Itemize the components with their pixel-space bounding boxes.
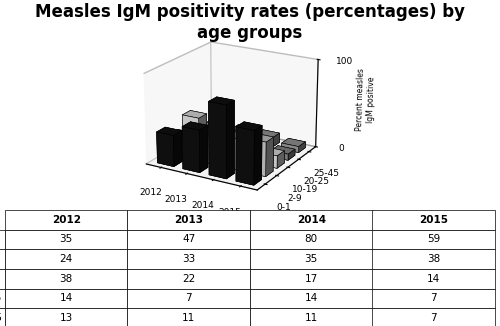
Text: Measles IgM positivity rates (percentages) by
age groups: Measles IgM positivity rates (percentage… [35,3,465,42]
